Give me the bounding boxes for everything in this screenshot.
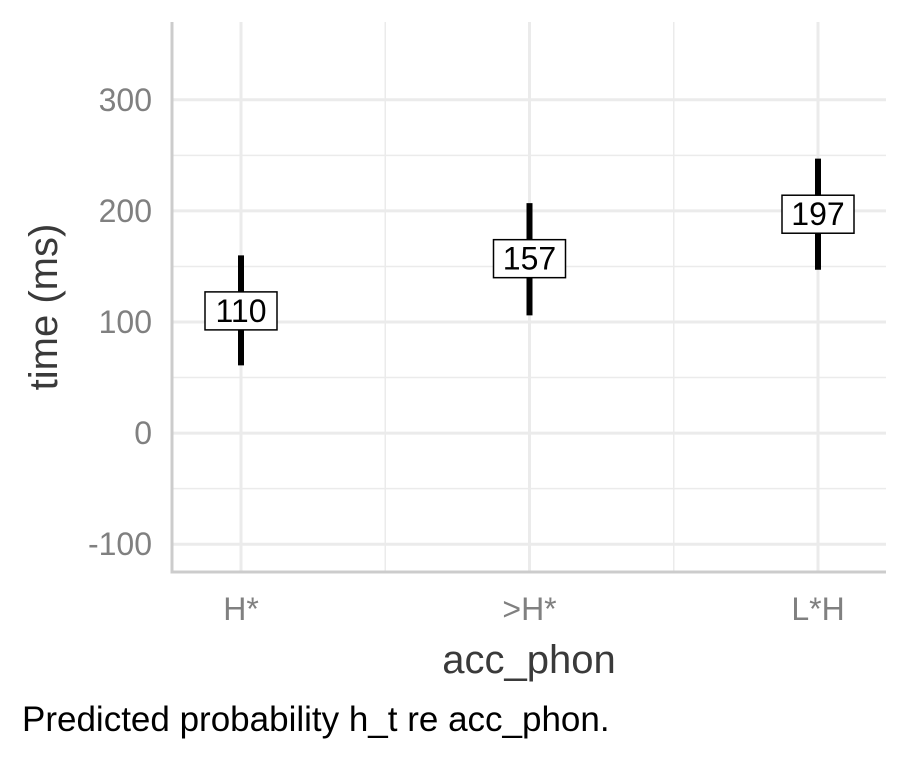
x-tick-labels: H* >H* L*H bbox=[223, 591, 844, 627]
x-tick-label: H* bbox=[223, 591, 259, 627]
y-tick-label: 100 bbox=[99, 304, 152, 340]
value-label: 110 bbox=[215, 293, 266, 329]
value-label-box bbox=[204, 291, 278, 331]
figure-caption: Predicted probability h_t re acc_phon. bbox=[22, 700, 610, 739]
value-label-box bbox=[781, 194, 855, 234]
y-tick-label: 0 bbox=[134, 415, 152, 451]
y-axis-title: time (ms) bbox=[22, 224, 66, 391]
y-tick-label: 300 bbox=[99, 82, 152, 118]
x-tick-label: L*H bbox=[791, 591, 844, 627]
data-marks: 110 157 197 bbox=[204, 158, 855, 366]
value-label: 157 bbox=[503, 241, 556, 277]
value-label-box bbox=[492, 238, 567, 279]
chart: -100 0 100 200 300 H* >H* L*H 110 157 197 acc_ph… bbox=[22, 22, 886, 682]
y-tick-label: 200 bbox=[99, 193, 152, 229]
y-tick-label: -100 bbox=[88, 526, 152, 562]
x-axis-title: acc_phon bbox=[442, 638, 615, 682]
y-tick-labels: -100 0 100 200 300 bbox=[88, 82, 152, 562]
x-tick-label: >H* bbox=[502, 591, 556, 627]
value-label: 197 bbox=[791, 196, 844, 232]
axis-lines bbox=[170, 22, 886, 574]
